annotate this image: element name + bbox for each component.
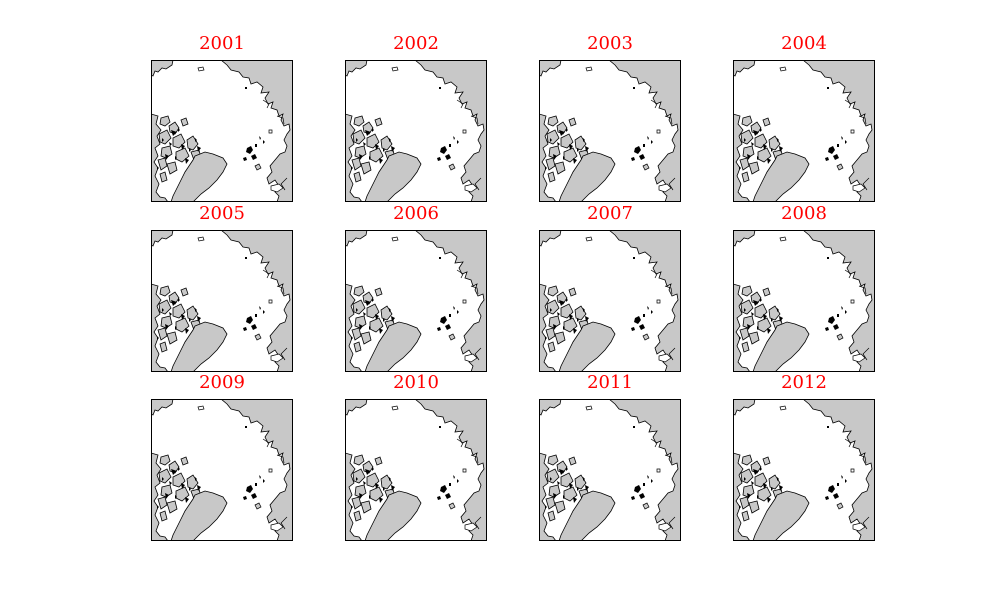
panel-title: 2010 — [393, 372, 439, 393]
map-panel: 2006 — [345, 200, 487, 372]
map-panel: 2007 — [539, 200, 681, 372]
arctic-map — [151, 230, 293, 372]
map-panel: 2001 — [151, 30, 293, 202]
arctic-map — [539, 230, 681, 372]
map-panel: 2011 — [539, 369, 681, 541]
arctic-map — [345, 60, 487, 202]
arctic-map — [345, 230, 487, 372]
panel-title: 2012 — [781, 372, 827, 393]
arctic-map — [345, 399, 487, 541]
map-panel: 2005 — [151, 200, 293, 372]
panel-title: 2001 — [199, 33, 245, 54]
panel-title: 2009 — [199, 372, 245, 393]
arctic-map — [733, 230, 875, 372]
arctic-map — [151, 60, 293, 202]
map-panel: 2003 — [539, 30, 681, 202]
map-panel: 2002 — [345, 30, 487, 202]
panel-title: 2002 — [393, 33, 439, 54]
panel-title: 2003 — [587, 33, 633, 54]
panel-title: 2005 — [199, 203, 245, 224]
panel-title: 2006 — [393, 203, 439, 224]
panel-title: 2007 — [587, 203, 633, 224]
map-panel: 2009 — [151, 369, 293, 541]
map-panel: 2010 — [345, 369, 487, 541]
arctic-map — [151, 399, 293, 541]
map-panel: 2004 — [733, 30, 875, 202]
map-panel: 2008 — [733, 200, 875, 372]
panel-title: 2004 — [781, 33, 827, 54]
arctic-map — [539, 60, 681, 202]
arctic-map — [539, 399, 681, 541]
arctic-map — [733, 60, 875, 202]
map-panel: 2012 — [733, 369, 875, 541]
arctic-map — [733, 399, 875, 541]
panel-title: 2011 — [587, 372, 633, 393]
panel-title: 2008 — [781, 203, 827, 224]
